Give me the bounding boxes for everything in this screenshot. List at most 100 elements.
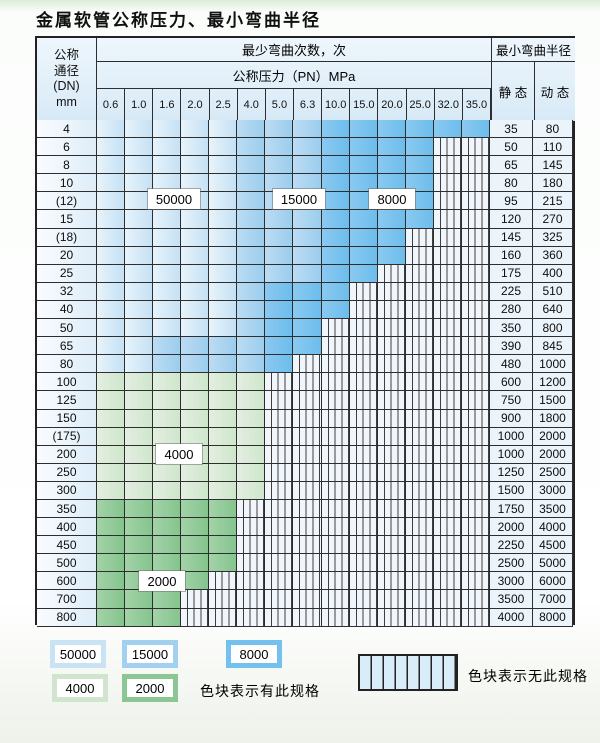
- spec-cell: [97, 192, 126, 211]
- spec-cell: [153, 355, 182, 374]
- spec-cell: [209, 138, 238, 157]
- no-spec-cell: [349, 608, 378, 627]
- spec-cell: [321, 156, 350, 175]
- no-spec-cell: [237, 608, 266, 627]
- no-spec-cell: [321, 536, 350, 555]
- no-spec-cell: [293, 499, 322, 519]
- no-spec-cell: [349, 481, 378, 500]
- no-spec-cell: [377, 518, 406, 537]
- spec-cell: [265, 337, 294, 356]
- static-radius-cell: 65: [489, 156, 533, 175]
- dynamic-radius-cell: 845: [532, 337, 573, 356]
- legend-no-spec-text: 色块表示无此规格: [468, 668, 588, 684]
- no-spec-cell: [293, 445, 322, 464]
- no-spec-cell: [321, 572, 350, 591]
- spec-cell: [153, 337, 182, 356]
- no-spec-cell: [461, 391, 490, 410]
- dynamic-radius-cell: 3500: [532, 499, 573, 519]
- legend-swatch-2000: 2000: [122, 674, 178, 702]
- no-spec-cell: [349, 391, 378, 410]
- no-spec-cell: [321, 319, 350, 338]
- no-spec-cell: [377, 445, 406, 464]
- region-label-15000: 15000: [273, 189, 325, 209]
- spec-cell: [237, 427, 266, 446]
- spec-cell: [209, 518, 238, 537]
- spec-cell: [97, 120, 126, 139]
- pressure-col-label: 2.5: [210, 89, 238, 120]
- spec-cell: [153, 463, 182, 482]
- spec-cell: [153, 138, 182, 157]
- no-spec-cell: [321, 608, 350, 627]
- no-spec-cell: [265, 572, 294, 591]
- dynamic-radius-cell: 400: [532, 264, 573, 283]
- spec-cell: [209, 554, 238, 573]
- page-title: 金属软管公称压力、最小弯曲半径: [36, 11, 321, 31]
- dn-cell: 400: [37, 518, 97, 537]
- spec-cell: [237, 391, 266, 410]
- no-spec-cell: [321, 445, 350, 464]
- no-spec-cell: [349, 445, 378, 464]
- dynamic-radius-cell: 2500: [532, 463, 573, 482]
- no-spec-cell: [377, 572, 406, 591]
- no-spec-cell: [433, 608, 462, 627]
- no-spec-cell: [405, 373, 434, 392]
- table-row: 65 390 845: [37, 337, 573, 356]
- no-spec-cell: [405, 300, 434, 320]
- no-spec-cell: [377, 373, 406, 392]
- spec-cell: [97, 300, 126, 320]
- no-spec-cell: [321, 463, 350, 482]
- spec-cell: [237, 192, 266, 211]
- spec-cell: [377, 156, 406, 175]
- spec-cell: [461, 120, 490, 139]
- spec-cell: [209, 192, 238, 211]
- no-spec-cell: [461, 355, 490, 374]
- dn-cell: 250: [37, 463, 97, 482]
- dynamic-radius-cell: 5000: [532, 554, 573, 573]
- no-spec-cell: [461, 608, 490, 627]
- dn-header-line: 通径: [53, 63, 79, 78]
- legend-swatch-4000: 4000: [52, 674, 108, 702]
- static-radius-cell: 3500: [489, 590, 533, 609]
- dynamic-radius-cell: 1800: [532, 409, 573, 428]
- spec-cell: [97, 481, 126, 500]
- spec-cell: [405, 120, 434, 139]
- spec-cell: [209, 282, 238, 301]
- no-spec-cell: [321, 481, 350, 500]
- spec-cell: [153, 518, 182, 537]
- no-spec-cell: [265, 536, 294, 555]
- spec-cell: [237, 138, 266, 157]
- no-spec-cell: [349, 300, 378, 320]
- no-spec-cell: [405, 536, 434, 555]
- static-radius-cell: 390: [489, 337, 533, 356]
- spec-cell: [97, 174, 126, 193]
- spec-cell: [125, 536, 154, 555]
- static-radius-cell: 120: [489, 210, 533, 229]
- no-spec-cell: [265, 445, 294, 464]
- spec-cell: [209, 337, 238, 356]
- dynamic-radius-cell: 145: [532, 156, 573, 175]
- no-spec-cell: [433, 409, 462, 428]
- spec-cell: [125, 554, 154, 573]
- dn-cell: 65: [37, 337, 97, 356]
- no-spec-cell: [293, 554, 322, 573]
- region-label-2000: 2000: [139, 571, 185, 591]
- no-spec-cell: [237, 518, 266, 537]
- no-spec-cell: [293, 409, 322, 428]
- spec-cell: [265, 156, 294, 175]
- static-radius-cell: 50: [489, 138, 533, 157]
- spec-cell: [237, 156, 266, 175]
- dn-cell: (18): [37, 228, 97, 247]
- spec-cell: [265, 355, 294, 374]
- spec-cell: [153, 608, 182, 627]
- dynamic-radius-cell: 360: [532, 246, 573, 265]
- no-spec-cell: [377, 427, 406, 446]
- dynamic-radius-cell: 1200: [532, 373, 573, 392]
- dynamic-radius-cell: 215: [532, 192, 573, 211]
- table-row: 25 175 400: [37, 264, 573, 283]
- no-spec-cell: [461, 282, 490, 301]
- dynamic-radius-cell: 80: [532, 120, 573, 139]
- no-spec-cell: [237, 554, 266, 573]
- spec-cell: [153, 210, 182, 229]
- spec-cell: [125, 445, 154, 464]
- spec-cell: [153, 590, 182, 609]
